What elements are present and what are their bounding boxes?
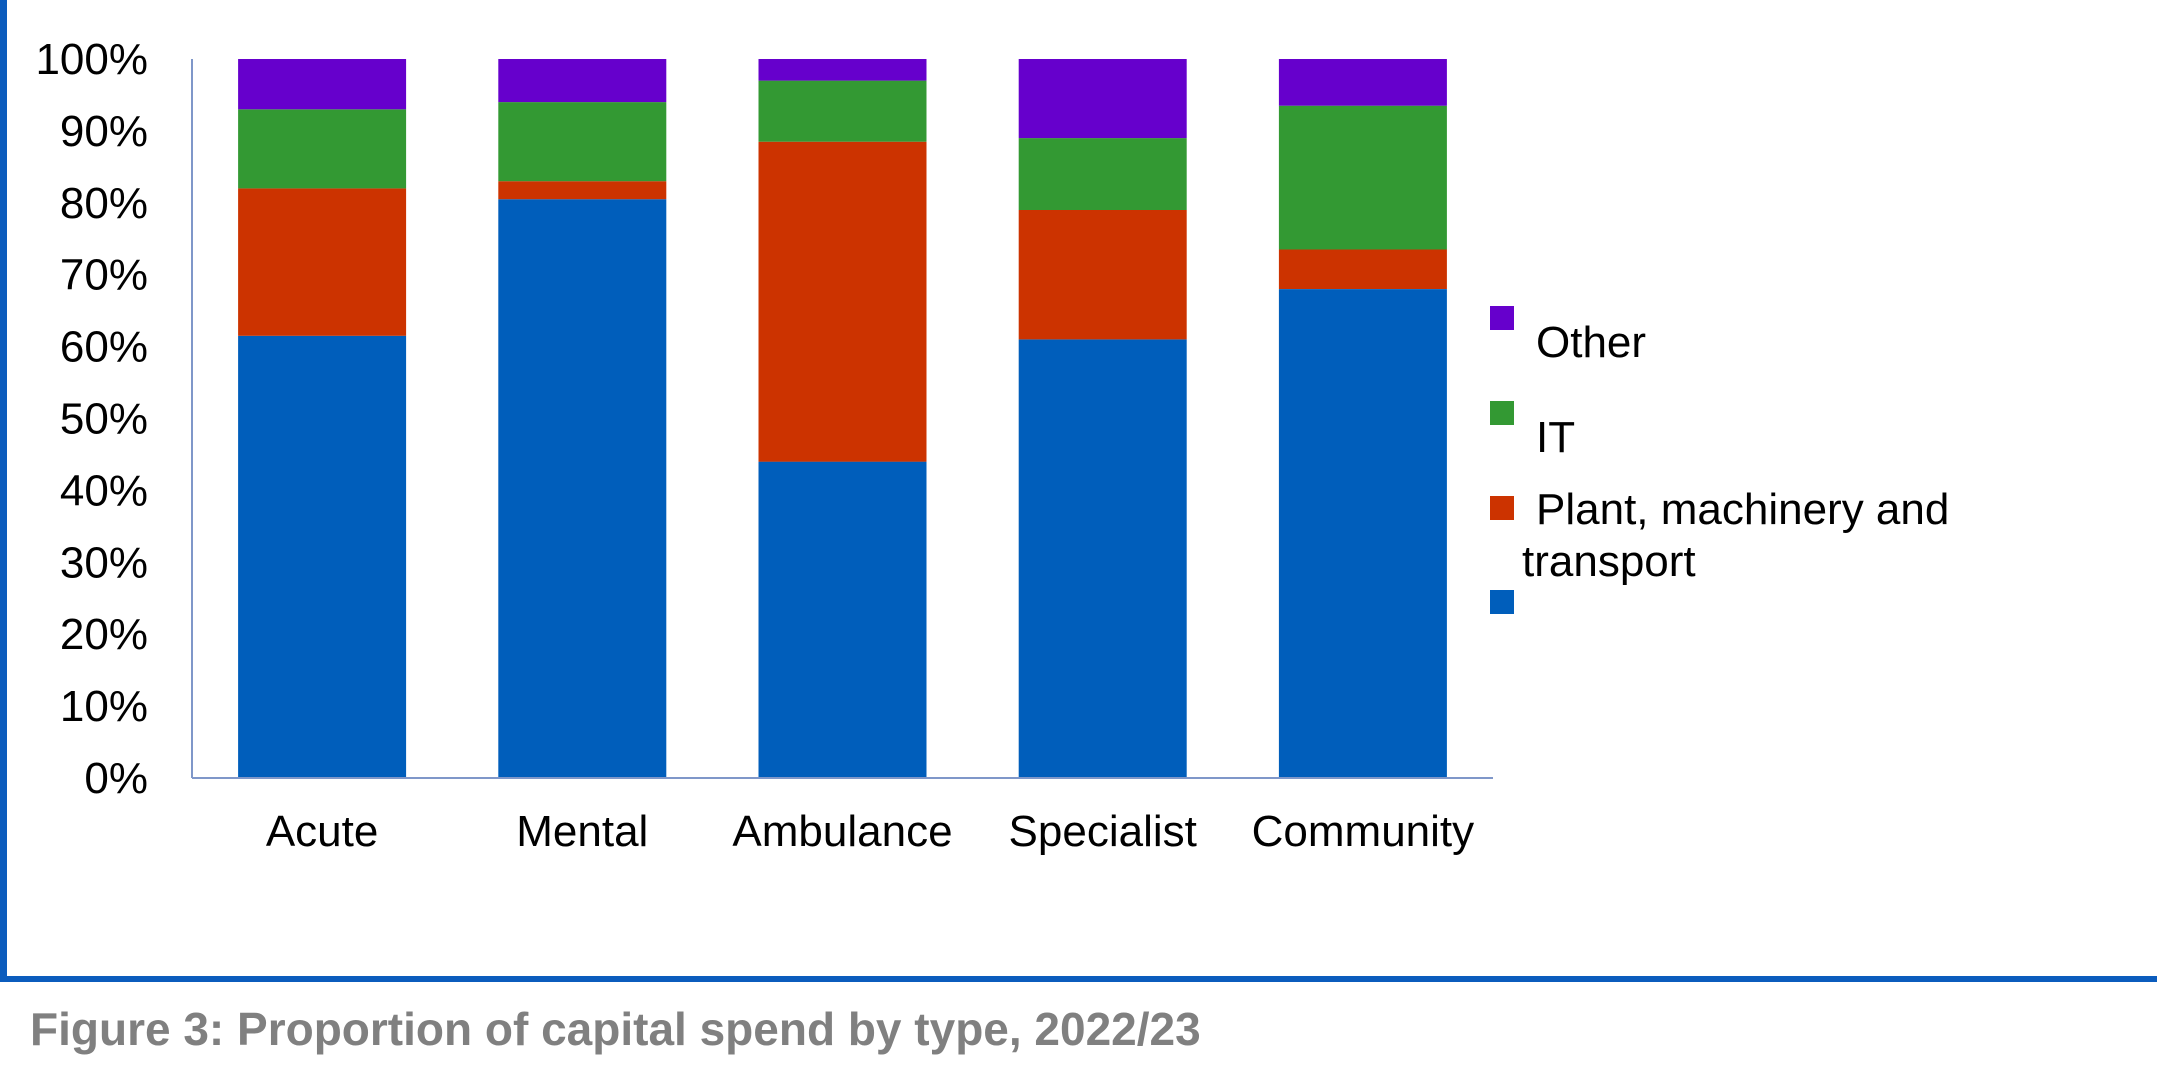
x-category-label: Ambulance (732, 807, 952, 856)
bar-acute-series-plant-machinery-and-transport (238, 188, 407, 336)
y-tick-label: 70% (60, 251, 148, 300)
y-tick-labels: 0% 10% 20% 30% 40% 50% 60% 70% 80% 90% 100% (35, 35, 148, 803)
x-category-labels: Acute Mental Ambulance Specialist Community (266, 807, 1474, 856)
y-tick-label: 90% (60, 107, 148, 156)
x-category-label: Specialist (1009, 807, 1197, 856)
legend-swatch (1490, 496, 1514, 520)
bar-ambulance-series-other (758, 59, 927, 81)
legend-swatch (1490, 401, 1514, 425)
bar-ambulance-series-plant-machinery-and-transport (758, 141, 927, 462)
bar-mental-series-other (498, 59, 667, 103)
legend-swatch (1490, 590, 1514, 614)
figure-caption: Figure 3: Proportion of capital spend by… (30, 1003, 1201, 1055)
bar-acute-series-0 (238, 335, 407, 778)
y-tick-label: 0% (84, 754, 148, 803)
legend-swatch (1490, 306, 1514, 330)
y-tick-label: 80% (60, 179, 148, 228)
y-tick-label: 30% (60, 538, 148, 587)
legend-item: Other (1490, 306, 1646, 367)
y-tick-label: 60% (60, 323, 148, 372)
x-category-label: Acute (266, 807, 379, 856)
caption-divider (0, 976, 2157, 982)
y-tick-label: 40% (60, 466, 148, 515)
y-tick-label: 100% (35, 35, 148, 84)
frame-left-border (0, 0, 7, 982)
legend-label: Other (1536, 318, 1646, 367)
bar-community-series-it (1278, 105, 1447, 250)
bar-acute-series-other (238, 59, 407, 110)
bar-mental-series-plant-machinery-and-transport (498, 181, 667, 200)
bar-mental-series-0 (498, 199, 667, 778)
y-tick-label: 50% (60, 395, 148, 444)
axes-layer (191, 59, 1493, 779)
y-tick-label: 20% (60, 610, 148, 659)
bar-mental-series-it (498, 102, 667, 182)
x-category-label: Mental (516, 807, 648, 856)
bar-acute-series-it (238, 109, 407, 189)
bars-layer (238, 59, 1447, 778)
bar-community-series-0 (1278, 289, 1447, 778)
bar-specialist-series-plant-machinery-and-transport (1018, 210, 1187, 340)
bar-specialist-series-it (1018, 138, 1187, 210)
bar-community-series-other (1278, 59, 1447, 106)
bar-specialist-series-other (1018, 59, 1187, 139)
bar-ambulance-series-it (758, 80, 927, 142)
bar-community-series-plant-machinery-and-transport (1278, 249, 1447, 289)
x-category-label: Community (1252, 807, 1475, 856)
legend-item (1490, 590, 1514, 614)
bar-ambulance-series-0 (758, 461, 927, 778)
bar-specialist-series-0 (1018, 339, 1187, 778)
legend-label: Plant, machinery and (1536, 485, 1949, 534)
y-tick-label: 10% (60, 682, 148, 731)
legend-label: transport (1522, 537, 1696, 586)
stacked-bar-chart: 0% 10% 20% 30% 40% 50% 60% 70% 80% 90% 100% Acute M… (35, 35, 1949, 856)
legend-item: IT (1490, 401, 1575, 462)
legend-label: IT (1536, 413, 1575, 462)
